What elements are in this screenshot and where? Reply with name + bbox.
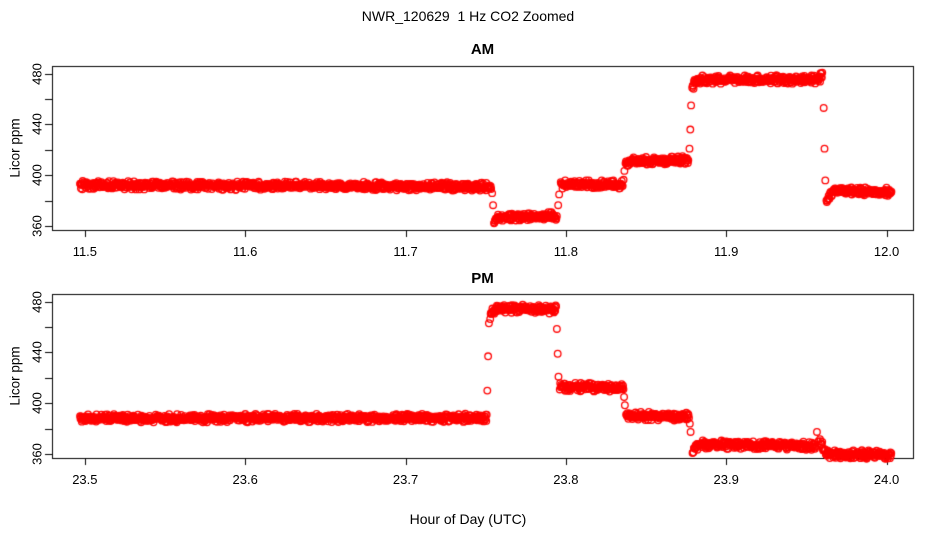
x-tick-label: 11.7 xyxy=(393,244,418,259)
x-tick-label: 11.8 xyxy=(553,244,579,259)
y-tick-label: 480 xyxy=(29,290,45,313)
x-axis-label: Hour of Day (UTC) xyxy=(409,511,527,527)
x-tick-label: 12.0 xyxy=(873,244,900,259)
x-tick-label: 23.8 xyxy=(553,472,579,487)
am-y-axis-label: Licor ppm xyxy=(7,118,23,178)
y-tick-label: 440 xyxy=(29,341,45,364)
x-tick-label: 11.5 xyxy=(72,244,98,259)
x-tick-label: 23.9 xyxy=(713,472,739,487)
x-tick-label: 23.7 xyxy=(392,472,419,487)
y-tick-label: 480 xyxy=(29,62,45,85)
y-tick-label: 400 xyxy=(29,392,45,415)
x-tick-label: 23.5 xyxy=(72,472,98,487)
y-tick-label: 360 xyxy=(29,215,45,238)
x-tick-label: 11.6 xyxy=(233,244,258,259)
am-panel-title: AM xyxy=(470,41,495,58)
x-tick-label: 24.0 xyxy=(873,472,900,487)
x-tick-label: 11.9 xyxy=(714,244,739,259)
y-tick-label: 400 xyxy=(29,164,45,187)
pm-panel-title: PM xyxy=(471,270,494,287)
pm-y-axis-label: Licor ppm xyxy=(7,346,23,406)
y-tick-label: 440 xyxy=(29,113,45,136)
chart-title: NWR_120629 1 Hz CO2 Zoomed xyxy=(361,8,575,24)
x-tick-label: 23.6 xyxy=(232,472,258,487)
y-tick-label: 360 xyxy=(29,443,45,466)
